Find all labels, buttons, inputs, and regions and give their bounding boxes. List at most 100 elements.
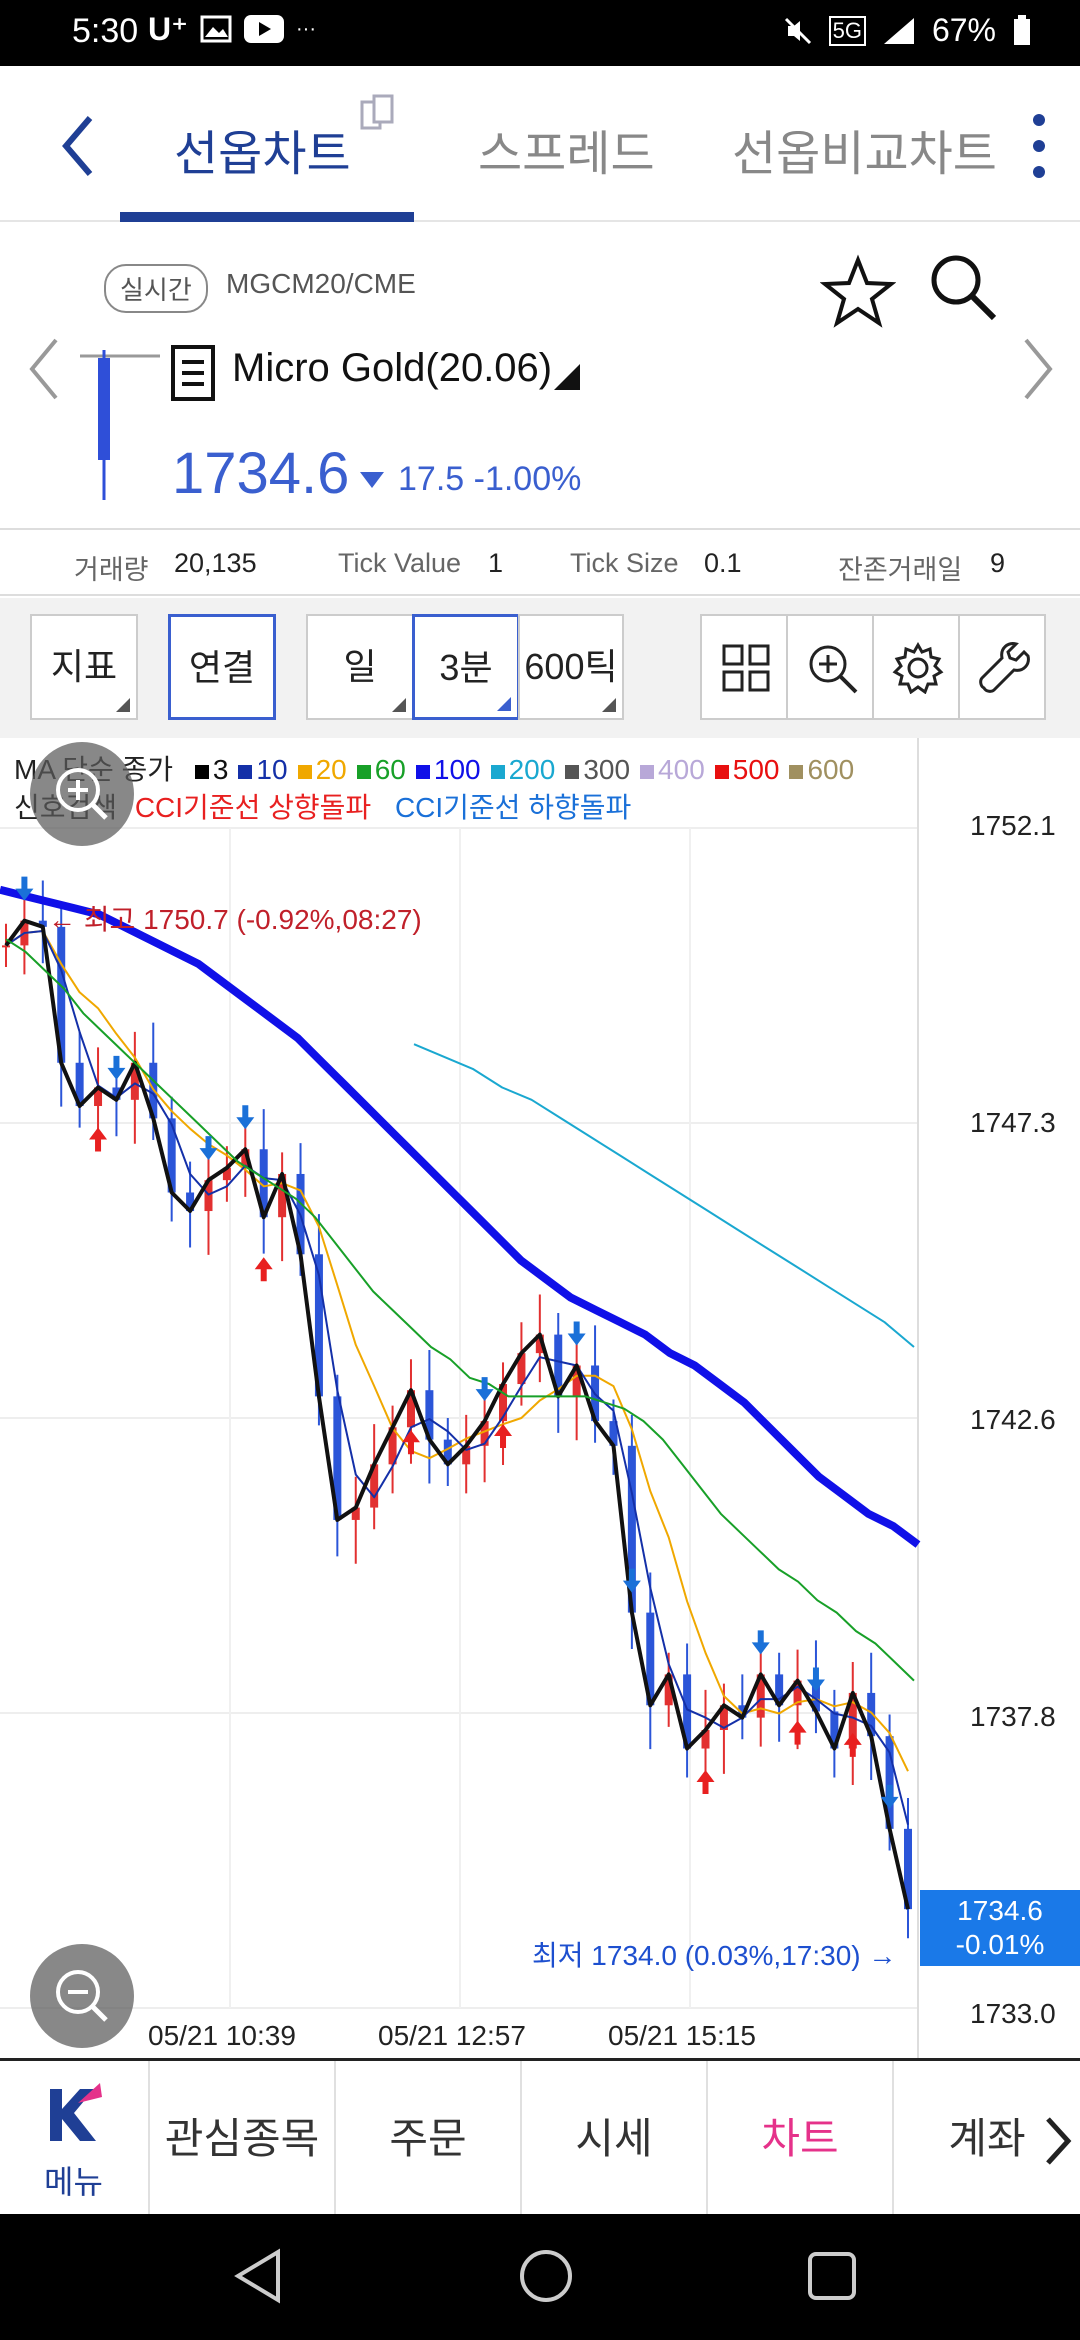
chevron-right-icon[interactable] (1040, 2111, 1076, 2171)
dropdown-triangle-icon[interactable] (554, 364, 580, 390)
candle-body (738, 1705, 747, 1718)
wrench-icon (979, 642, 1030, 693)
chart-toolbar: 지표 연결 일 3분 600틱 (0, 598, 1080, 738)
nav-watchlist[interactable]: 관심종목 (150, 2061, 336, 2217)
candle-body (94, 1087, 103, 1107)
candle-body (535, 1334, 544, 1354)
down-triangle-icon (360, 472, 384, 488)
candle-icon (80, 350, 160, 500)
sell-signal-arrow (15, 876, 34, 901)
more-notifications: ··· (296, 17, 316, 40)
link-button[interactable]: 연결 (168, 614, 276, 720)
ma-legend-item: 3 (212, 754, 229, 785)
grid-icon (722, 644, 770, 692)
search-icon[interactable] (924, 248, 1000, 324)
candle-body (830, 1711, 839, 1749)
buy-signal-arrow (89, 1127, 108, 1152)
mute-icon (784, 17, 811, 44)
signal-down-label: CCI기준선 하향돌파 (394, 792, 632, 823)
last-price-value: 1734.6 (957, 1895, 1043, 1926)
candle-body (756, 1674, 765, 1718)
ma100-line (0, 885, 921, 1548)
sell-signal-arrow (622, 1568, 641, 1593)
network-type: 5G (828, 15, 866, 46)
signal-icon (883, 17, 914, 44)
candle-body (351, 1507, 360, 1520)
period-minute-button[interactable]: 3분 (412, 614, 520, 720)
sell-signal-arrow (236, 1105, 255, 1130)
x-tick-12-57: 05/21 12:57 (378, 2020, 526, 2051)
ma-legend-swatch (490, 765, 505, 779)
tab-futures-chart[interactable]: 선옵차트 (174, 128, 351, 181)
nav-order[interactable]: 주문 (336, 2061, 522, 2217)
split-view-icon[interactable] (360, 94, 398, 132)
more-menu-icon[interactable] (1024, 108, 1054, 198)
ma-legend-item: 100 (433, 754, 481, 785)
sell-signal-arrow (751, 1630, 770, 1655)
settings-button[interactable] (872, 614, 960, 720)
days-left-label: 잔존거래일 (838, 555, 963, 585)
link-button-label: 연결 (188, 647, 256, 688)
battery-icon (1014, 14, 1030, 45)
candle-body (425, 1390, 434, 1440)
candle-body (627, 1445, 636, 1613)
k-logo-icon (50, 2083, 102, 2141)
nav-chart[interactable]: 차트 (708, 2061, 894, 2217)
zoom-in-icon (56, 768, 108, 820)
candle-body (333, 1396, 342, 1520)
candle-body (278, 1173, 287, 1218)
favorite-star-icon[interactable] (820, 254, 896, 330)
tab-spread[interactable]: 스프레드 (478, 128, 655, 181)
buy-signal-arrow (494, 1424, 513, 1449)
top-navigation: 선옵차트 스프레드 선옵비교차트 (0, 66, 1080, 222)
back-arrow-icon[interactable] (50, 106, 110, 186)
symbol-name[interactable]: Micro Gold(20.06) (232, 346, 553, 390)
volume-label: 거래량 (74, 555, 149, 585)
tab-compare-chart[interactable]: 선옵비교차트 (732, 128, 997, 181)
candle-body (388, 1427, 397, 1465)
current-price: 1734.6 (172, 441, 350, 506)
buy-signal-arrow (843, 1732, 862, 1757)
carrier-label: U⁺ (148, 11, 188, 47)
zoom-button[interactable] (786, 614, 874, 720)
candle-body (499, 1384, 508, 1422)
nav-quotes[interactable]: 시세 (522, 2061, 708, 2217)
ma-legend-swatch (356, 765, 371, 779)
system-recents-icon[interactable] (802, 2246, 862, 2306)
chart-zoom-out-button[interactable] (30, 1944, 134, 2048)
candle-body (848, 1692, 857, 1749)
tools-button[interactable] (958, 614, 1046, 720)
ma-legend-swatch (789, 765, 804, 779)
nav-account[interactable]: 계좌 (948, 2115, 1026, 2162)
candle-body (609, 1421, 618, 1446)
ma-legend-item: 500 (732, 754, 780, 785)
y-tick-1737-8: 1737.8 (970, 1701, 1056, 1732)
zoom-in-icon (809, 645, 858, 694)
contract-info-row: 거래량 20,135 Tick Value 1 Tick Size 0.1 잔존… (0, 532, 1080, 596)
menu-button[interactable]: 메뉴 (0, 2061, 150, 2217)
candle-body (793, 1680, 802, 1706)
period-tick-button[interactable]: 600틱 (518, 614, 624, 720)
sell-signal-arrow (107, 1055, 126, 1080)
layout-grid-button[interactable] (700, 614, 788, 720)
candle-body (167, 1118, 176, 1193)
high-price-text: 최고 1750.7 (-0.92%,08:27) (83, 904, 422, 935)
previous-symbol-icon[interactable] (24, 334, 64, 404)
next-symbol-icon[interactable] (1018, 334, 1058, 404)
symbol-list-icon[interactable] (170, 344, 216, 402)
signal-legend: 신호검색 CCI기준선 상향돌파 CCI기준선 하향돌파 (14, 786, 631, 826)
sell-signal-arrow (806, 1667, 825, 1692)
tick-value-label: Tick Value (338, 548, 462, 578)
candle-body (885, 1736, 894, 1829)
indicator-button[interactable]: 지표 (30, 614, 138, 720)
candle-body (572, 1365, 581, 1397)
chart-zoom-in-button[interactable] (30, 742, 134, 846)
ma-legend-swatch (640, 765, 655, 779)
period-day-button[interactable]: 일 (306, 614, 414, 720)
candle-body (222, 1167, 231, 1181)
system-back-icon[interactable] (230, 2246, 290, 2306)
gallery-icon (200, 15, 232, 43)
system-home-icon[interactable] (516, 2246, 576, 2306)
period-minute-label: 3분 (439, 647, 493, 688)
